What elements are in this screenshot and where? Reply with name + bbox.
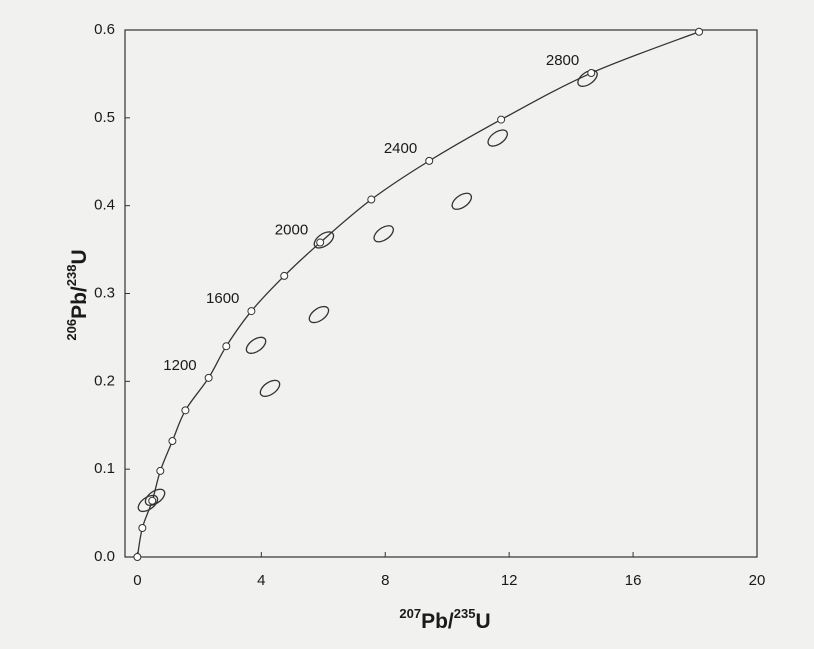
age-label: 1600 bbox=[206, 290, 239, 307]
y-tick-label: 0.5 bbox=[94, 109, 115, 126]
y-tick-label: 0.3 bbox=[94, 284, 115, 301]
age-marker bbox=[148, 496, 157, 505]
age-marker bbox=[247, 307, 256, 316]
x-tick-label: 4 bbox=[257, 572, 265, 589]
age-marker bbox=[587, 69, 596, 78]
age-marker bbox=[695, 27, 704, 36]
age-label: 1200 bbox=[163, 357, 196, 374]
error-ellipse bbox=[259, 379, 281, 398]
age-marker bbox=[181, 406, 190, 415]
error-ellipse bbox=[373, 225, 394, 243]
error-ellipse bbox=[137, 494, 159, 513]
y-axis-title: 206Pb/238U bbox=[64, 249, 90, 340]
x-tick-label: 12 bbox=[501, 572, 518, 589]
error-ellipse bbox=[245, 336, 267, 354]
y-title-part: U bbox=[68, 249, 91, 264]
age-marker bbox=[222, 342, 231, 351]
age-marker bbox=[497, 115, 506, 124]
y-tick-label: 0.2 bbox=[94, 372, 115, 389]
error-ellipse bbox=[577, 69, 598, 87]
error-ellipse bbox=[487, 129, 508, 147]
age-label: 2800 bbox=[546, 52, 579, 69]
y-title-part: 238 bbox=[64, 265, 79, 287]
error-ellipse bbox=[451, 192, 473, 210]
x-tick-label: 8 bbox=[381, 572, 389, 589]
age-marker bbox=[425, 156, 434, 165]
age-marker bbox=[316, 238, 325, 247]
y-tick-label: 0.4 bbox=[94, 197, 115, 214]
error-ellipse bbox=[144, 488, 166, 506]
x-title-part: U bbox=[475, 610, 490, 633]
y-title-part: 206 bbox=[64, 319, 79, 341]
y-tick-label: 0.1 bbox=[94, 460, 115, 477]
age-marker bbox=[138, 524, 147, 533]
error-ellipse bbox=[308, 305, 330, 324]
y-tick-label: 0.6 bbox=[94, 21, 115, 38]
age-marker bbox=[156, 466, 165, 475]
x-tick-label: 0 bbox=[133, 572, 141, 589]
age-marker bbox=[204, 373, 213, 382]
x-title-part: Pb/ bbox=[421, 610, 454, 633]
y-tick-label: 0.0 bbox=[94, 548, 115, 565]
age-marker bbox=[133, 553, 142, 561]
x-tick-label: 16 bbox=[625, 572, 642, 589]
error-ellipse bbox=[313, 231, 335, 249]
age-label: 2000 bbox=[275, 222, 308, 239]
age-marker bbox=[168, 437, 177, 446]
y-title-part: Pb/ bbox=[68, 286, 91, 319]
age-label: 2400 bbox=[384, 140, 417, 157]
age-marker bbox=[367, 195, 376, 204]
x-axis-title: 207Pb/235U bbox=[399, 606, 490, 632]
x-title-part: 235 bbox=[454, 606, 476, 621]
age-marker bbox=[280, 271, 289, 280]
x-title-part: 207 bbox=[399, 606, 421, 621]
x-tick-label: 20 bbox=[749, 572, 766, 589]
